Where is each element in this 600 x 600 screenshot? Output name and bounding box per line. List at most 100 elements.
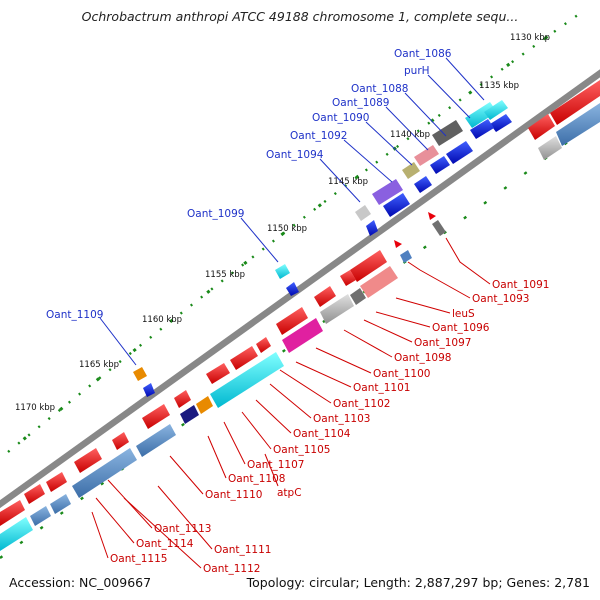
gene-arrow[interactable]: [230, 346, 258, 370]
gene-arrow[interactable]: [490, 114, 512, 132]
gene-block[interactable]: [414, 145, 439, 166]
gene-label[interactable]: Oant_1107: [247, 459, 304, 471]
leader-line: [207, 435, 227, 479]
leader-line: [295, 361, 352, 388]
scale-label: 1130 kbp: [510, 33, 550, 43]
gene-label[interactable]: Oant_1091: [492, 279, 549, 291]
gene-label[interactable]: leuS: [452, 308, 475, 320]
gene-block[interactable]: [400, 250, 412, 263]
gene-block[interactable]: [210, 352, 284, 408]
gene-label[interactable]: Oant_1098: [394, 352, 451, 364]
leader-line: [445, 57, 485, 101]
scale-label: 1135 kbp: [479, 81, 519, 91]
gene-block[interactable]: [402, 162, 420, 179]
gene-label[interactable]: Oant_1086: [394, 48, 452, 60]
gene-label[interactable]: Oant_1114: [136, 538, 194, 550]
gene-label[interactable]: Oant_1096: [432, 322, 490, 334]
gene-block[interactable]: [465, 102, 497, 128]
gene-label[interactable]: Oant_1108: [228, 473, 285, 485]
gene-arrow[interactable]: [143, 383, 155, 397]
gene-block[interactable]: [180, 405, 199, 424]
gene-label[interactable]: Oant_1115: [110, 553, 167, 565]
gene-block[interactable]: [275, 264, 290, 279]
gene-label[interactable]: Oant_1111: [214, 544, 271, 556]
gene-block[interactable]: [30, 506, 51, 526]
gene-arrow[interactable]: [550, 80, 600, 125]
leader-line: [157, 485, 213, 550]
gene-block[interactable]: [320, 294, 354, 324]
gene-arrow[interactable]: [470, 119, 494, 139]
gene-block[interactable]: [372, 179, 403, 205]
gene-block[interactable]: [282, 318, 323, 353]
lower-labels: Oant_1091 Oant_1093 leuS Oant_1096 Oant_1097…: [91, 237, 549, 575]
gene-arrow[interactable]: [340, 270, 356, 286]
accession-label: Accession: NC_009667: [9, 575, 152, 590]
gene-label[interactable]: Oant_1099: [187, 208, 244, 220]
gene-arrow[interactable]: [112, 432, 129, 450]
gene-label[interactable]: Oant_1113: [154, 523, 211, 535]
gene-arrow[interactable]: [414, 176, 432, 193]
gene-arrow[interactable]: [256, 337, 271, 353]
gene-arrow[interactable]: [314, 286, 336, 307]
gene-block[interactable]: [432, 220, 446, 236]
gene-arrow[interactable]: [174, 390, 191, 408]
gene-block[interactable]: [136, 424, 176, 457]
gene-block[interactable]: [432, 120, 463, 146]
gene-arrow[interactable]: [350, 250, 387, 282]
gene-label[interactable]: Oant_1110: [205, 489, 262, 501]
gene-label[interactable]: Oant_1090: [312, 112, 369, 124]
gene-arrow[interactable]: [74, 448, 102, 473]
leader-line: [91, 511, 109, 559]
gene-block[interactable]: [360, 266, 398, 298]
gene-arrow[interactable]: [0, 500, 25, 526]
leader-line: [445, 237, 491, 285]
gene-label[interactable]: Oant_1100: [373, 368, 430, 380]
gene-block[interactable]: [350, 288, 366, 305]
gene-label[interactable]: Oant_1088: [351, 83, 408, 95]
gene-block[interactable]: [538, 136, 562, 160]
gene-label[interactable]: Oant_1103: [313, 413, 370, 425]
gene-label[interactable]: Oant_1104: [293, 428, 351, 440]
gene-arrow[interactable]: [430, 156, 450, 174]
reverse-genes-outer: [143, 114, 512, 397]
gene-label[interactable]: Oant_1092: [290, 130, 347, 142]
gene-label[interactable]: Oant_1102: [333, 398, 390, 410]
gene-label[interactable]: Oant_1089: [332, 97, 389, 109]
gene-label[interactable]: purH: [404, 65, 430, 77]
inner-band-genes: [0, 103, 600, 551]
gene-arrow[interactable]: [24, 484, 45, 504]
gene-label[interactable]: Oant_1109: [46, 309, 103, 321]
gene-block[interactable]: [133, 367, 147, 381]
leader-line: [363, 319, 413, 343]
leader-line: [427, 74, 471, 119]
gene-arrow[interactable]: [46, 472, 67, 492]
gene-block[interactable]: [355, 205, 371, 221]
gene-label[interactable]: Oant_1094: [266, 149, 324, 161]
gene-block[interactable]: [556, 103, 600, 146]
leader-line: [365, 121, 413, 166]
gene-label[interactable]: Oant_1097: [414, 337, 471, 349]
map-title: Ochrobactrum anthropi ATCC 49188 chromos…: [81, 9, 519, 24]
gene-arrow[interactable]: [142, 404, 170, 429]
gene-block[interactable]: [0, 517, 33, 551]
gene-block[interactable]: [50, 494, 71, 514]
gene-arrow[interactable]: [366, 220, 378, 236]
gene-arrow[interactable]: [446, 141, 473, 164]
gene-block[interactable]: [484, 100, 508, 120]
gene-arrow[interactable]: [286, 282, 299, 296]
gene-arrow[interactable]: [206, 363, 230, 384]
gene-block[interactable]: [196, 396, 213, 414]
gene-label[interactable]: Oant_1093: [472, 293, 529, 305]
gene-label[interactable]: atpC: [277, 487, 302, 499]
leader-line: [240, 217, 279, 263]
gene-label[interactable]: Oant_1101: [353, 382, 410, 394]
gene-label[interactable]: Oant_1105: [273, 444, 330, 456]
gene-arrow[interactable]: [528, 114, 555, 140]
gene-arrow[interactable]: [383, 193, 410, 217]
leader-line: [407, 261, 471, 299]
leader-line: [223, 421, 246, 465]
gene-arrow[interactable]: [276, 307, 308, 335]
gene-label[interactable]: Oant_1112: [203, 563, 260, 575]
leader-line: [123, 497, 202, 569]
gene-block[interactable]: [72, 448, 137, 498]
